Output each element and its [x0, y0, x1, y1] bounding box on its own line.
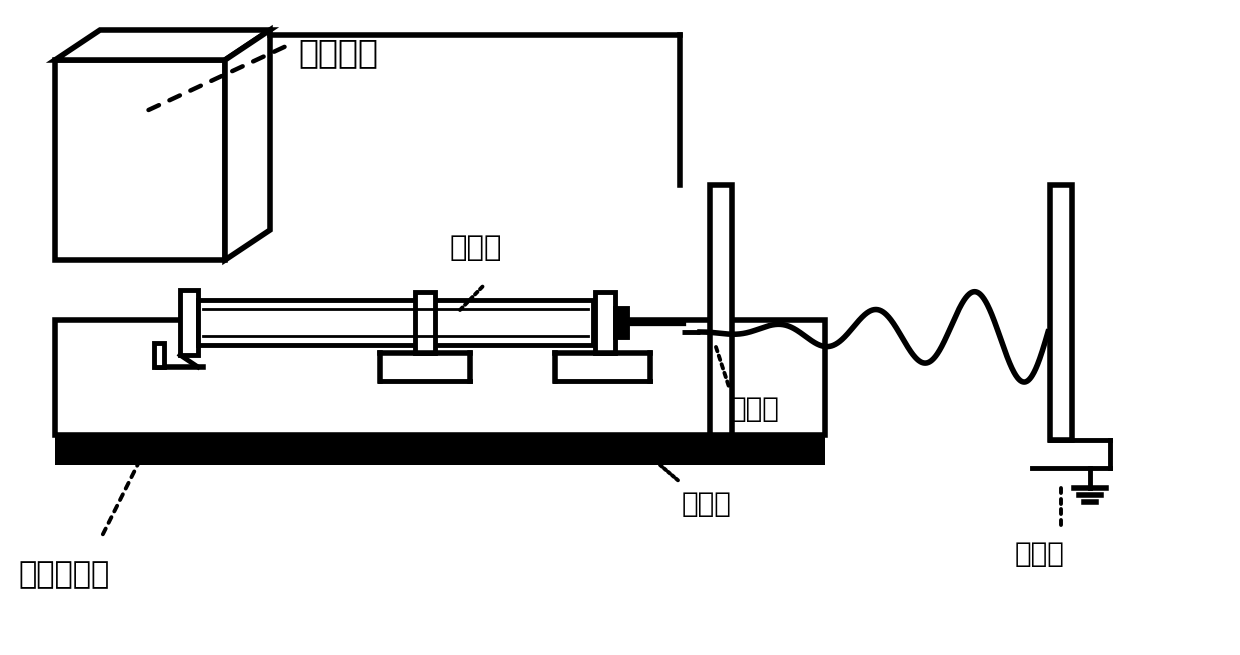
- Text: 接收板: 接收板: [1016, 540, 1065, 568]
- Bar: [595, 292, 615, 353]
- Polygon shape: [55, 30, 270, 60]
- Bar: [154, 343, 164, 367]
- Bar: [55, 435, 825, 465]
- Bar: [55, 60, 224, 260]
- Text: 高压电源: 高压电源: [298, 36, 378, 69]
- Text: 绢缘板: 绢缘板: [682, 490, 732, 518]
- Bar: [615, 308, 627, 337]
- Bar: [198, 300, 593, 345]
- Polygon shape: [224, 30, 270, 260]
- Text: 注射器: 注射器: [450, 234, 502, 262]
- Bar: [1050, 185, 1073, 440]
- Bar: [180, 290, 198, 355]
- Text: 噴丝头: 噴丝头: [730, 395, 780, 423]
- Bar: [711, 185, 732, 435]
- Bar: [415, 292, 435, 353]
- Bar: [55, 320, 825, 435]
- Text: 微量注射泵: 微量注射泵: [19, 560, 109, 589]
